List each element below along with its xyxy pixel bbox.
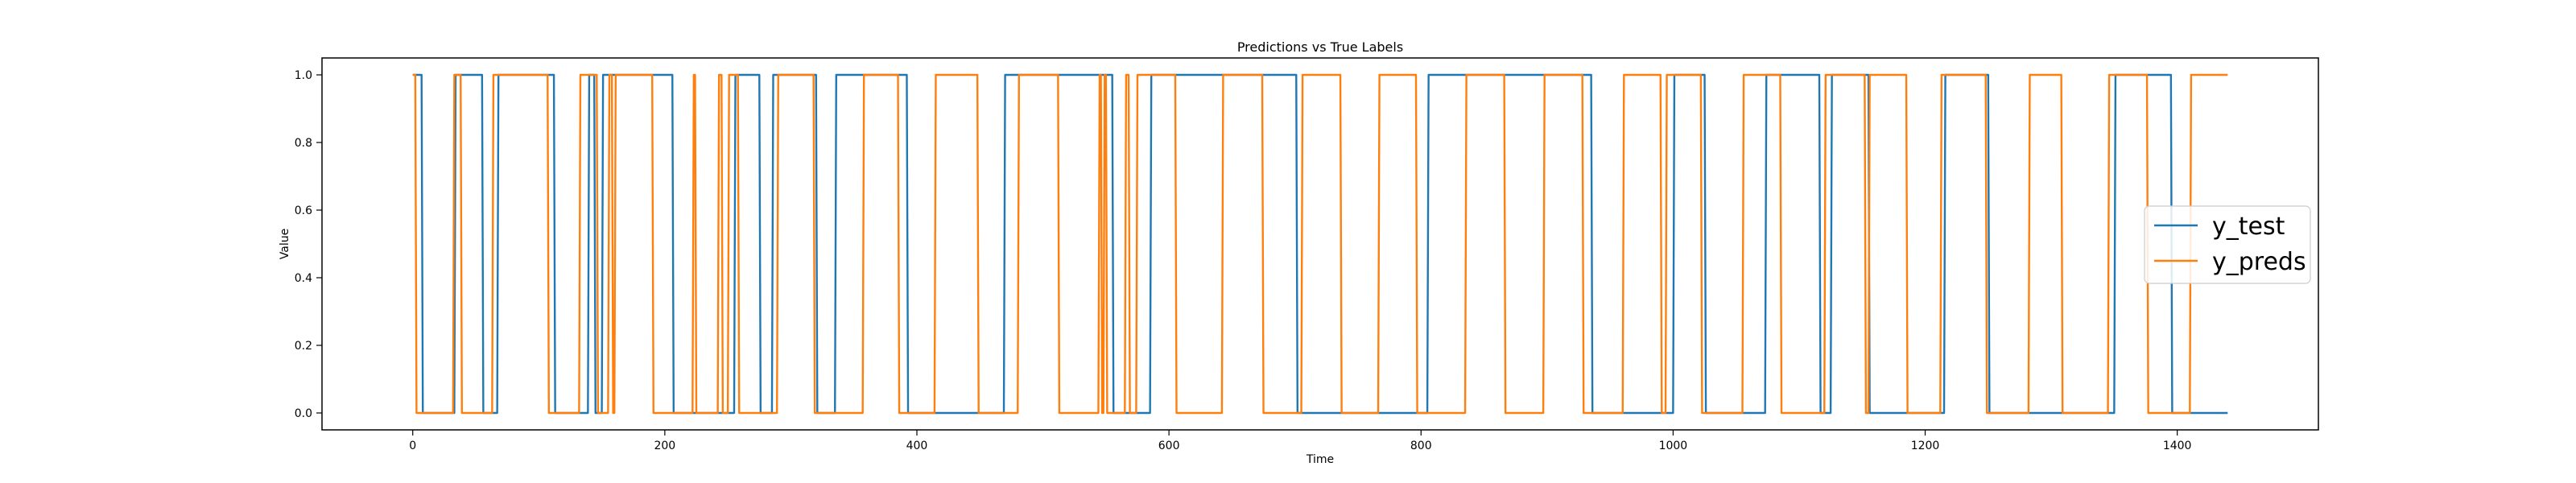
- x-axis-label: Time: [1306, 453, 1334, 466]
- legend-label-y-test: y_test: [2212, 213, 2285, 241]
- y-tick-label: 1.0: [295, 69, 312, 82]
- x-tick-label: 1400: [2163, 440, 2192, 452]
- series-line-y-test: [412, 73, 2228, 415]
- series-layer: [412, 73, 2228, 415]
- x-tick-label: 200: [654, 440, 675, 452]
- chart-title: Predictions vs True Labels: [1237, 39, 1403, 55]
- x-tick-label: 1200: [1911, 440, 1940, 452]
- y-tick-label: 0.2: [295, 340, 312, 353]
- x-axis: 0 200 400 600 800 1000 1200 1400: [409, 430, 2191, 452]
- y-tick-label: 0.4: [295, 272, 312, 285]
- x-tick-label: 400: [906, 440, 928, 452]
- y-tick-label: 0.8: [295, 137, 312, 150]
- x-tick-label: 800: [1410, 440, 1432, 452]
- x-tick-label: 1000: [1659, 440, 1688, 452]
- legend-label-y-preds: y_preds: [2212, 248, 2306, 276]
- x-tick-label: 600: [1158, 440, 1180, 452]
- y-axis-label: Value: [279, 229, 291, 259]
- series-line-y-preds: [412, 73, 2228, 415]
- legend: y_test y_preds: [2144, 205, 2311, 284]
- y-tick-label: 0.6: [295, 204, 312, 217]
- y-tick-label: 0.0: [295, 407, 312, 420]
- plot-frame: [321, 57, 2319, 431]
- x-tick-label: 0: [409, 440, 416, 452]
- y-axis: 0.0 0.2 0.4 0.6 0.8 1.0: [295, 69, 322, 420]
